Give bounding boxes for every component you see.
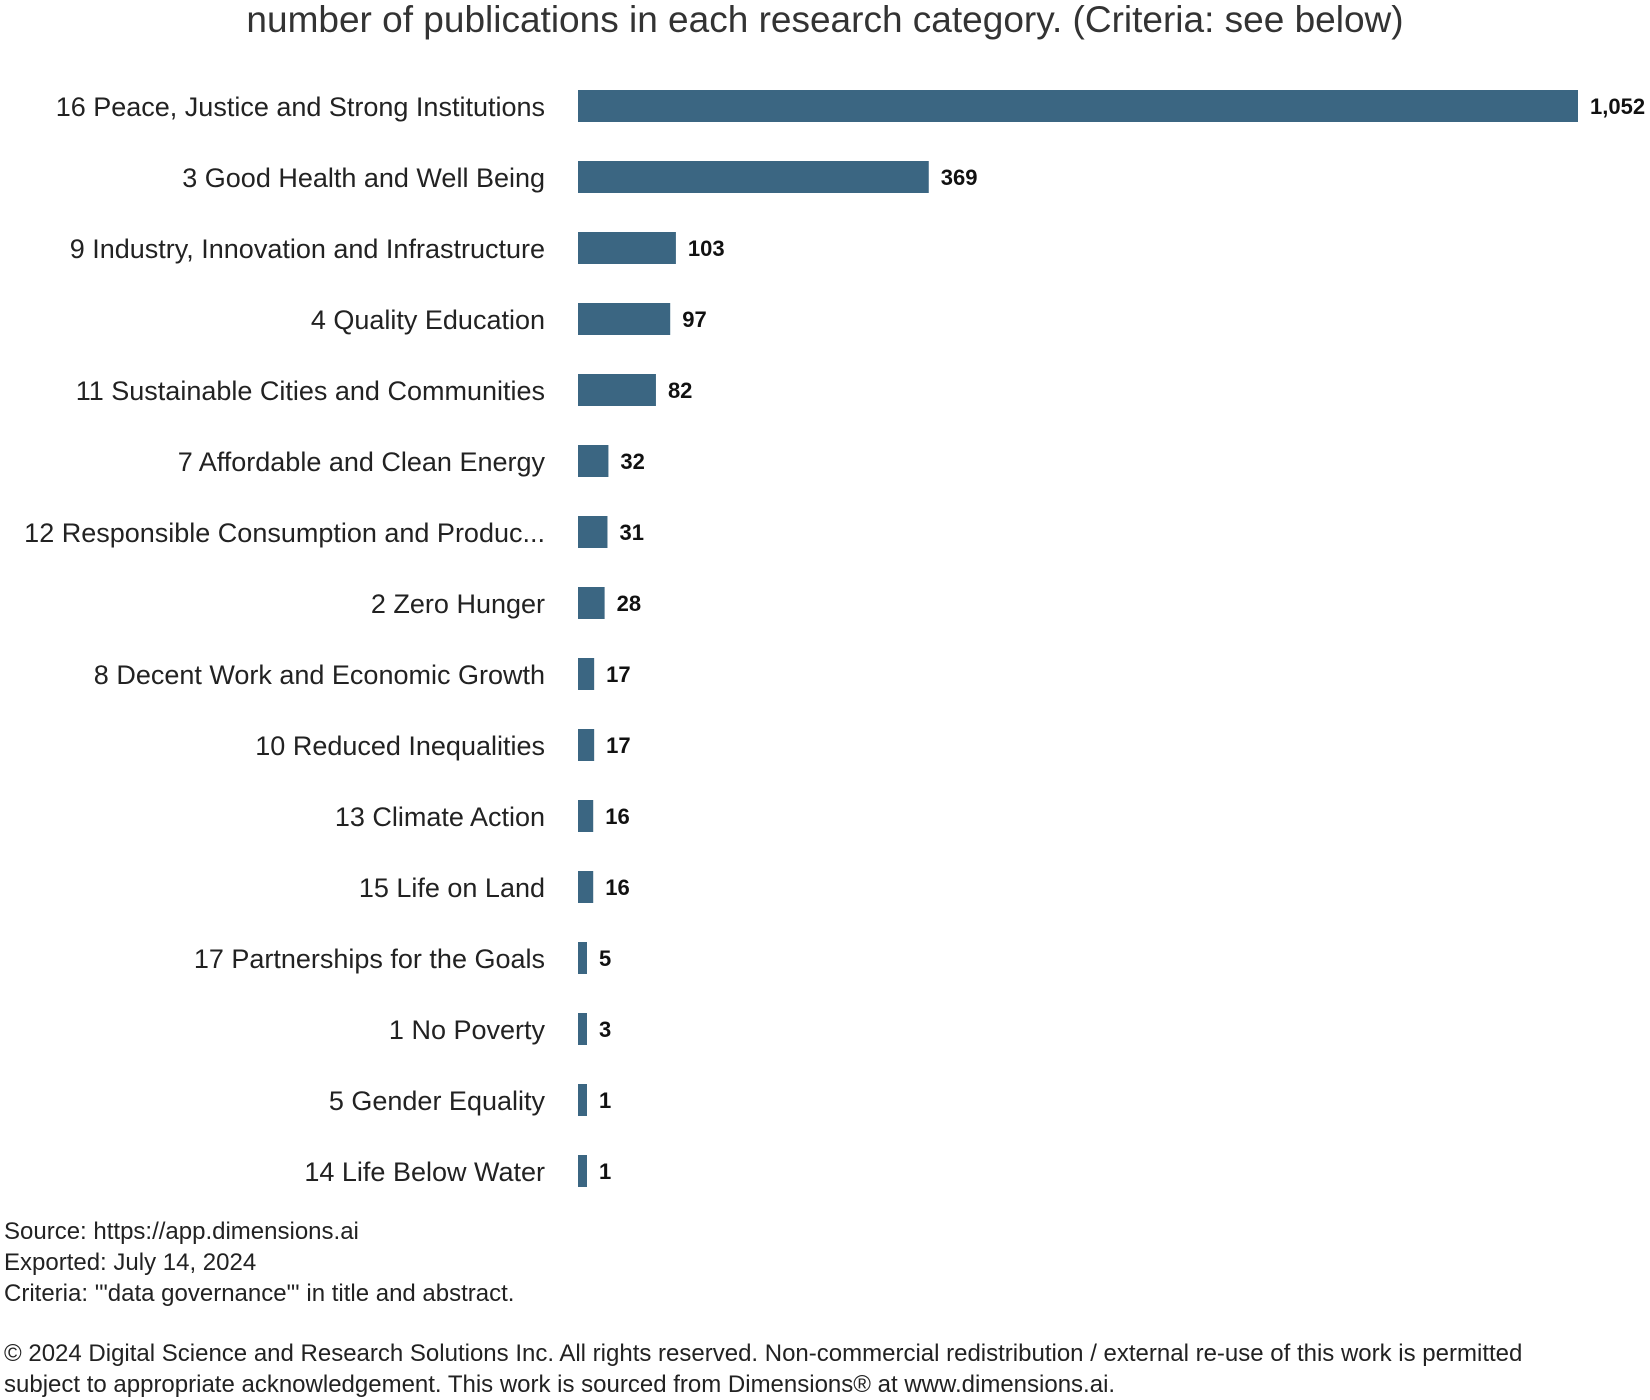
bar — [578, 374, 656, 406]
value-label: 5 — [599, 946, 611, 971]
category-label: 7 Affordable and Clean Energy — [178, 447, 546, 477]
category-label: 15 Life on Land — [359, 873, 545, 903]
chart-title: number of publications in each research … — [246, 0, 1404, 40]
chart-notes: Source: https://app.dimensions.ai Export… — [4, 1216, 514, 1309]
exported-note: Exported: July 14, 2024 — [4, 1249, 257, 1276]
bar — [578, 658, 595, 690]
source-note: Source: https://app.dimensions.ai — [4, 1218, 359, 1245]
value-label: 103 — [688, 236, 725, 261]
value-label: 3 — [599, 1017, 611, 1042]
criteria-note: Criteria: '"data governance"' in title a… — [4, 1280, 515, 1307]
value-label: 1 — [599, 1159, 611, 1184]
value-label: 28 — [617, 591, 641, 616]
category-label: 9 Industry, Innovation and Infrastructur… — [70, 234, 545, 264]
bar — [578, 871, 594, 903]
bar — [578, 232, 676, 264]
value-label: 1 — [599, 1088, 611, 1113]
value-label: 82 — [668, 378, 692, 403]
value-label: 17 — [606, 733, 630, 758]
value-label: 16 — [605, 875, 629, 900]
bar — [578, 90, 1578, 122]
bar — [578, 942, 587, 974]
bar — [578, 445, 609, 477]
copyright-notice: © 2024 Digital Science and Research Solu… — [4, 1340, 1523, 1398]
category-label: 17 Partnerships for the Goals — [194, 944, 545, 974]
category-label: 2 Zero Hunger — [371, 589, 545, 619]
bar-chart: 16 Peace, Justice and Strong Institution… — [24, 90, 1645, 1187]
category-label: 8 Decent Work and Economic Growth — [94, 660, 545, 690]
bar — [578, 587, 605, 619]
category-label: 3 Good Health and Well Being — [182, 163, 545, 193]
bar — [578, 1155, 587, 1187]
value-label: 1,052 — [1590, 94, 1645, 119]
bar — [578, 729, 595, 761]
bar — [578, 1084, 587, 1116]
category-label: 10 Reduced Inequalities — [255, 731, 545, 761]
category-label: 13 Climate Action — [335, 802, 545, 832]
value-label: 17 — [606, 662, 630, 687]
bar — [578, 516, 608, 548]
value-label: 31 — [619, 520, 643, 545]
category-label: 14 Life Below Water — [304, 1157, 545, 1187]
category-label: 5 Gender Equality — [329, 1086, 546, 1116]
bar — [578, 1013, 587, 1045]
bar — [578, 303, 671, 335]
category-label: 4 Quality Education — [311, 305, 545, 335]
category-label: 11 Sustainable Cities and Communities — [76, 376, 545, 406]
category-label: 1 No Poverty — [389, 1015, 546, 1045]
value-label: 32 — [620, 449, 644, 474]
value-label: 16 — [605, 804, 629, 829]
category-label: 12 Responsible Consumption and Produc... — [24, 518, 545, 548]
bar — [578, 161, 929, 193]
value-label: 97 — [682, 307, 706, 332]
value-label: 369 — [941, 165, 978, 190]
category-label: 16 Peace, Justice and Strong Institution… — [56, 92, 545, 122]
bar — [578, 800, 594, 832]
